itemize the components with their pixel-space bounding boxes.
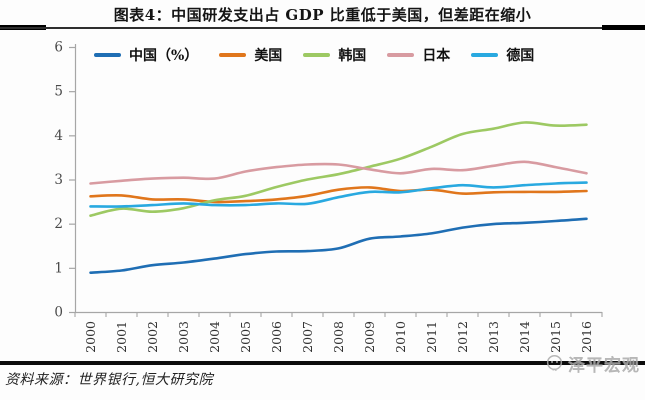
top-divider-line [0, 27, 645, 29]
watermark-text: 泽平宏观 [568, 356, 640, 376]
top-divider-thick-right [602, 25, 645, 30]
x-tick-label: 2010 [393, 321, 408, 353]
series-line-2 [89, 121, 588, 217]
x-tick-label: 2011 [424, 321, 439, 353]
bottom-divider [0, 361, 645, 365]
y-tick-label: 3 [54, 172, 63, 188]
x-tick-label: 2014 [517, 321, 532, 353]
chart-legend: 中国（%） 美国 韩国 日本 德国 [94, 45, 534, 65]
series-line-4 [89, 181, 588, 208]
legend-label: 中国（%） [129, 48, 199, 64]
x-tick-label: 2006 [269, 321, 284, 353]
x-tick-label: 2005 [238, 321, 253, 353]
y-tick-label: 5 [54, 84, 63, 100]
x-tick-label: 2009 [362, 321, 377, 353]
x-tick-label: 2003 [176, 321, 191, 353]
x-tick-label: 2004 [207, 321, 222, 353]
legend-item-1: 美国 [219, 45, 282, 65]
source-note: 资料来源：世界银行,恒大研究院 [5, 372, 213, 388]
legend-line-swatch [94, 53, 121, 57]
series-line-1 [89, 186, 588, 204]
legend-line-swatch [303, 53, 331, 57]
y-tick-label: 2 [54, 216, 63, 232]
x-tick-label: 2008 [331, 321, 346, 353]
series-line-0 [89, 217, 588, 274]
legend-item-2: 韩国 [303, 45, 366, 65]
x-tick-label: 2015 [548, 321, 563, 353]
y-tick-label: 4 [54, 128, 63, 144]
y-tick-label: 1 [54, 260, 63, 276]
x-tick-label: 2007 [300, 321, 315, 353]
x-tick-label: 2001 [114, 321, 129, 353]
x-tick-label: 2016 [579, 321, 594, 353]
top-divider [0, 25, 645, 30]
y-tick-label: 6 [54, 40, 63, 56]
x-tick-label: 2012 [455, 321, 470, 353]
legend-label: 美国 [254, 48, 283, 64]
legend-item-0: 中国（%） [94, 45, 198, 65]
watermark: 泽平宏观 [545, 351, 640, 376]
legend-line-swatch [219, 53, 247, 57]
legend-item-3: 日本 [387, 45, 450, 65]
chart-title: 图表4：中国研发支出占 GDP 比重低于美国，但差距在缩小 [113, 6, 532, 24]
x-tick-label: 2000 [83, 321, 98, 353]
series-line-3 [89, 160, 588, 185]
x-tick-label: 2013 [486, 321, 501, 353]
legend-item-4: 德国 [471, 45, 534, 65]
y-tick-label: 0 [54, 305, 63, 321]
legend-label: 日本 [422, 48, 451, 64]
legend-line-swatch [387, 53, 415, 57]
x-tick-label: 2002 [145, 321, 160, 353]
legend-label: 德国 [506, 48, 535, 64]
legend-line-swatch [471, 53, 499, 57]
smiley-logo-icon [546, 354, 563, 372]
legend-label: 韩国 [338, 48, 367, 64]
